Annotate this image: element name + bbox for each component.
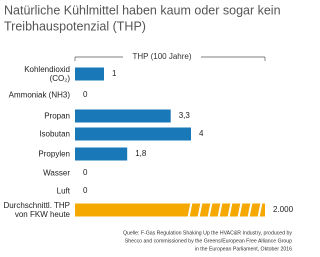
bar bbox=[75, 109, 171, 123]
category-label: Propylen bbox=[38, 149, 70, 159]
value-label: 0 bbox=[83, 90, 88, 99]
source-note: Shecco and commissioned by the Greens/Eu… bbox=[125, 238, 292, 244]
chart-svg: Natürliche Kühlmittel haben kaum oder so… bbox=[4, 3, 294, 252]
category-label: Isobutan bbox=[39, 129, 70, 139]
bar bbox=[75, 147, 128, 161]
value-label: 3,3 bbox=[179, 111, 191, 120]
axis-break bbox=[247, 202, 253, 218]
value-label: 0 bbox=[83, 186, 88, 195]
source-note: in the European Parliament, Oktober 2016 bbox=[195, 246, 292, 252]
axis-break bbox=[197, 202, 203, 218]
value-label: 1 bbox=[112, 69, 117, 78]
chart-title: Natürliche Kühlmittel haben kaum oder so… bbox=[4, 3, 281, 17]
category-label: Kohlendioxid (CO₂) bbox=[24, 65, 70, 83]
chart: Natürliche Kühlmittel haben kaum oder so… bbox=[3, 3, 294, 253]
category-label: Wasser bbox=[43, 168, 70, 178]
bar bbox=[75, 203, 265, 217]
value-label: 1,8 bbox=[135, 149, 147, 158]
category-label: Propan bbox=[44, 111, 70, 121]
source-note: Quelle: F-Gas Regulation Shaking Up the … bbox=[123, 230, 292, 236]
axis-break bbox=[227, 202, 233, 218]
axis-label-bg bbox=[123, 52, 201, 62]
chart-title: Treibhauspotenzial (THP) bbox=[4, 19, 146, 33]
axis-break bbox=[207, 202, 213, 218]
axis-break bbox=[217, 202, 223, 218]
value-label: 4 bbox=[199, 129, 204, 138]
axis-break bbox=[187, 202, 193, 218]
axis-break bbox=[237, 202, 243, 218]
value-label: 2.000 bbox=[273, 205, 294, 214]
category-label: Luft bbox=[56, 186, 70, 196]
axis-break bbox=[257, 202, 263, 218]
value-label: 0 bbox=[83, 168, 88, 177]
bar bbox=[75, 127, 191, 141]
category-label: Ammoniak (NH3) bbox=[8, 90, 70, 100]
category-label: Durchschnittl. THP von FKW heute bbox=[3, 201, 70, 219]
bar bbox=[75, 67, 104, 81]
axis-label: THP (100 Jahre) bbox=[133, 52, 192, 61]
